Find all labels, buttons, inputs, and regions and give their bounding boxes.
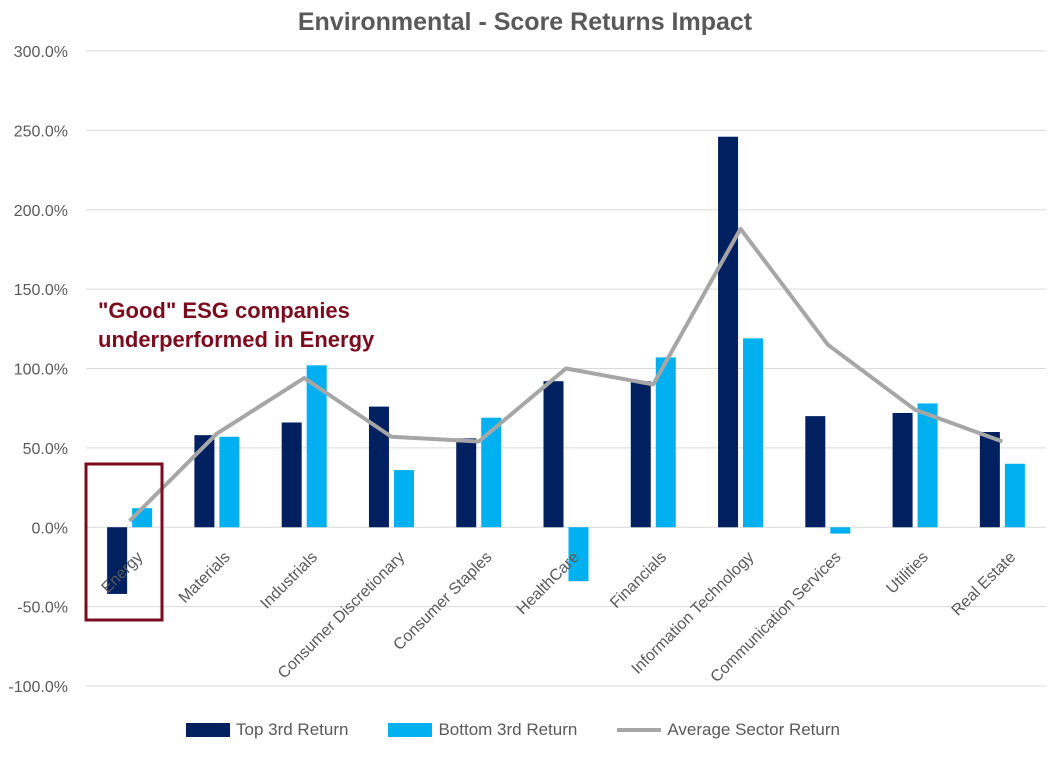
bar-top3rd	[979, 432, 1000, 528]
legend-item-top3rd: Top 3rd Return	[186, 720, 348, 740]
callout-line-1: "Good" ESG companies	[98, 298, 350, 323]
legend-swatch-average	[617, 728, 662, 732]
chart-title: Environmental - Score Returns Impact	[297, 8, 753, 36]
legend-swatch-top3rd	[186, 723, 230, 737]
bar-top3rd	[805, 416, 826, 528]
y-tick-label: 50.0%	[23, 441, 68, 458]
legend-item-average: Average Sector Return	[617, 720, 840, 740]
bar-top3rd	[281, 422, 302, 528]
bar-top3rd	[892, 412, 913, 528]
x-category-label: Utilities	[883, 549, 931, 597]
bar-bottom3rd	[655, 357, 676, 528]
y-tick-label: -50.0%	[17, 600, 68, 617]
legend-swatch-bottom3rd	[388, 723, 433, 737]
bar-bottom3rd	[393, 470, 414, 528]
bar-bottom3rd	[1004, 463, 1025, 528]
bar-top3rd	[107, 527, 128, 594]
y-axis-ticks: -100.0% -50.0% 0.0% 50.0% 100.0% 150.0% 200.0%…	[8, 44, 68, 696]
y-tick-label: 300.0%	[14, 44, 68, 61]
energy-highlight-box	[84, 462, 164, 622]
bar-bottom3rd	[481, 417, 502, 528]
y-tick-label: 100.0%	[14, 362, 68, 379]
legend-label-top3rd: Top 3rd Return	[236, 720, 349, 739]
x-category-label: Industrials	[257, 549, 321, 613]
bar-bottom3rd	[568, 527, 589, 582]
bar-top3rd	[194, 435, 215, 528]
bar-bottom3rd	[219, 436, 240, 528]
chart-area: -100.0% -50.0% 0.0% 50.0% 100.0% 150.0% 200.0%…	[8, 44, 1046, 696]
y-tick-label: 150.0%	[14, 282, 68, 299]
bar-top3rd	[718, 136, 739, 528]
x-category-label: Materials	[176, 549, 234, 607]
bar-bottom3rd	[306, 365, 327, 528]
callout-annotation: "Good" ESG companies underperformed in E…	[98, 296, 374, 354]
legend-label-average: Average Sector Return	[667, 720, 840, 739]
y-tick-label: 0.0%	[32, 520, 68, 537]
bars	[107, 136, 1025, 594]
legend-label-bottom3rd: Bottom 3rd Return	[438, 720, 578, 739]
bar-bottom3rd	[830, 527, 851, 534]
average-line	[128, 226, 1004, 523]
gridlines	[86, 50, 1046, 687]
bar-top3rd	[456, 438, 477, 528]
bar-top3rd	[368, 406, 389, 528]
x-category-label: Real Estate	[949, 549, 1020, 620]
legend: Top 3rd Return Bottom 3rd Return Average…	[186, 720, 880, 740]
average-sector-return-line	[128, 226, 1004, 523]
x-category-label: Financials	[607, 549, 670, 612]
bar-top3rd	[630, 381, 651, 528]
x-category-label: Consumer Staples	[390, 549, 495, 654]
bar-bottom3rd	[743, 338, 764, 528]
legend-item-bottom3rd: Bottom 3rd Return	[388, 720, 577, 740]
y-tick-label: 200.0%	[14, 203, 68, 220]
callout-line-2: underperformed in Energy	[98, 327, 375, 352]
bar-top3rd	[543, 381, 564, 528]
y-tick-label: 250.0%	[14, 123, 68, 140]
bar-bottom3rd	[917, 403, 938, 528]
y-tick-label: -100.0%	[8, 679, 68, 696]
x-category-label: HealthCare	[514, 549, 583, 618]
